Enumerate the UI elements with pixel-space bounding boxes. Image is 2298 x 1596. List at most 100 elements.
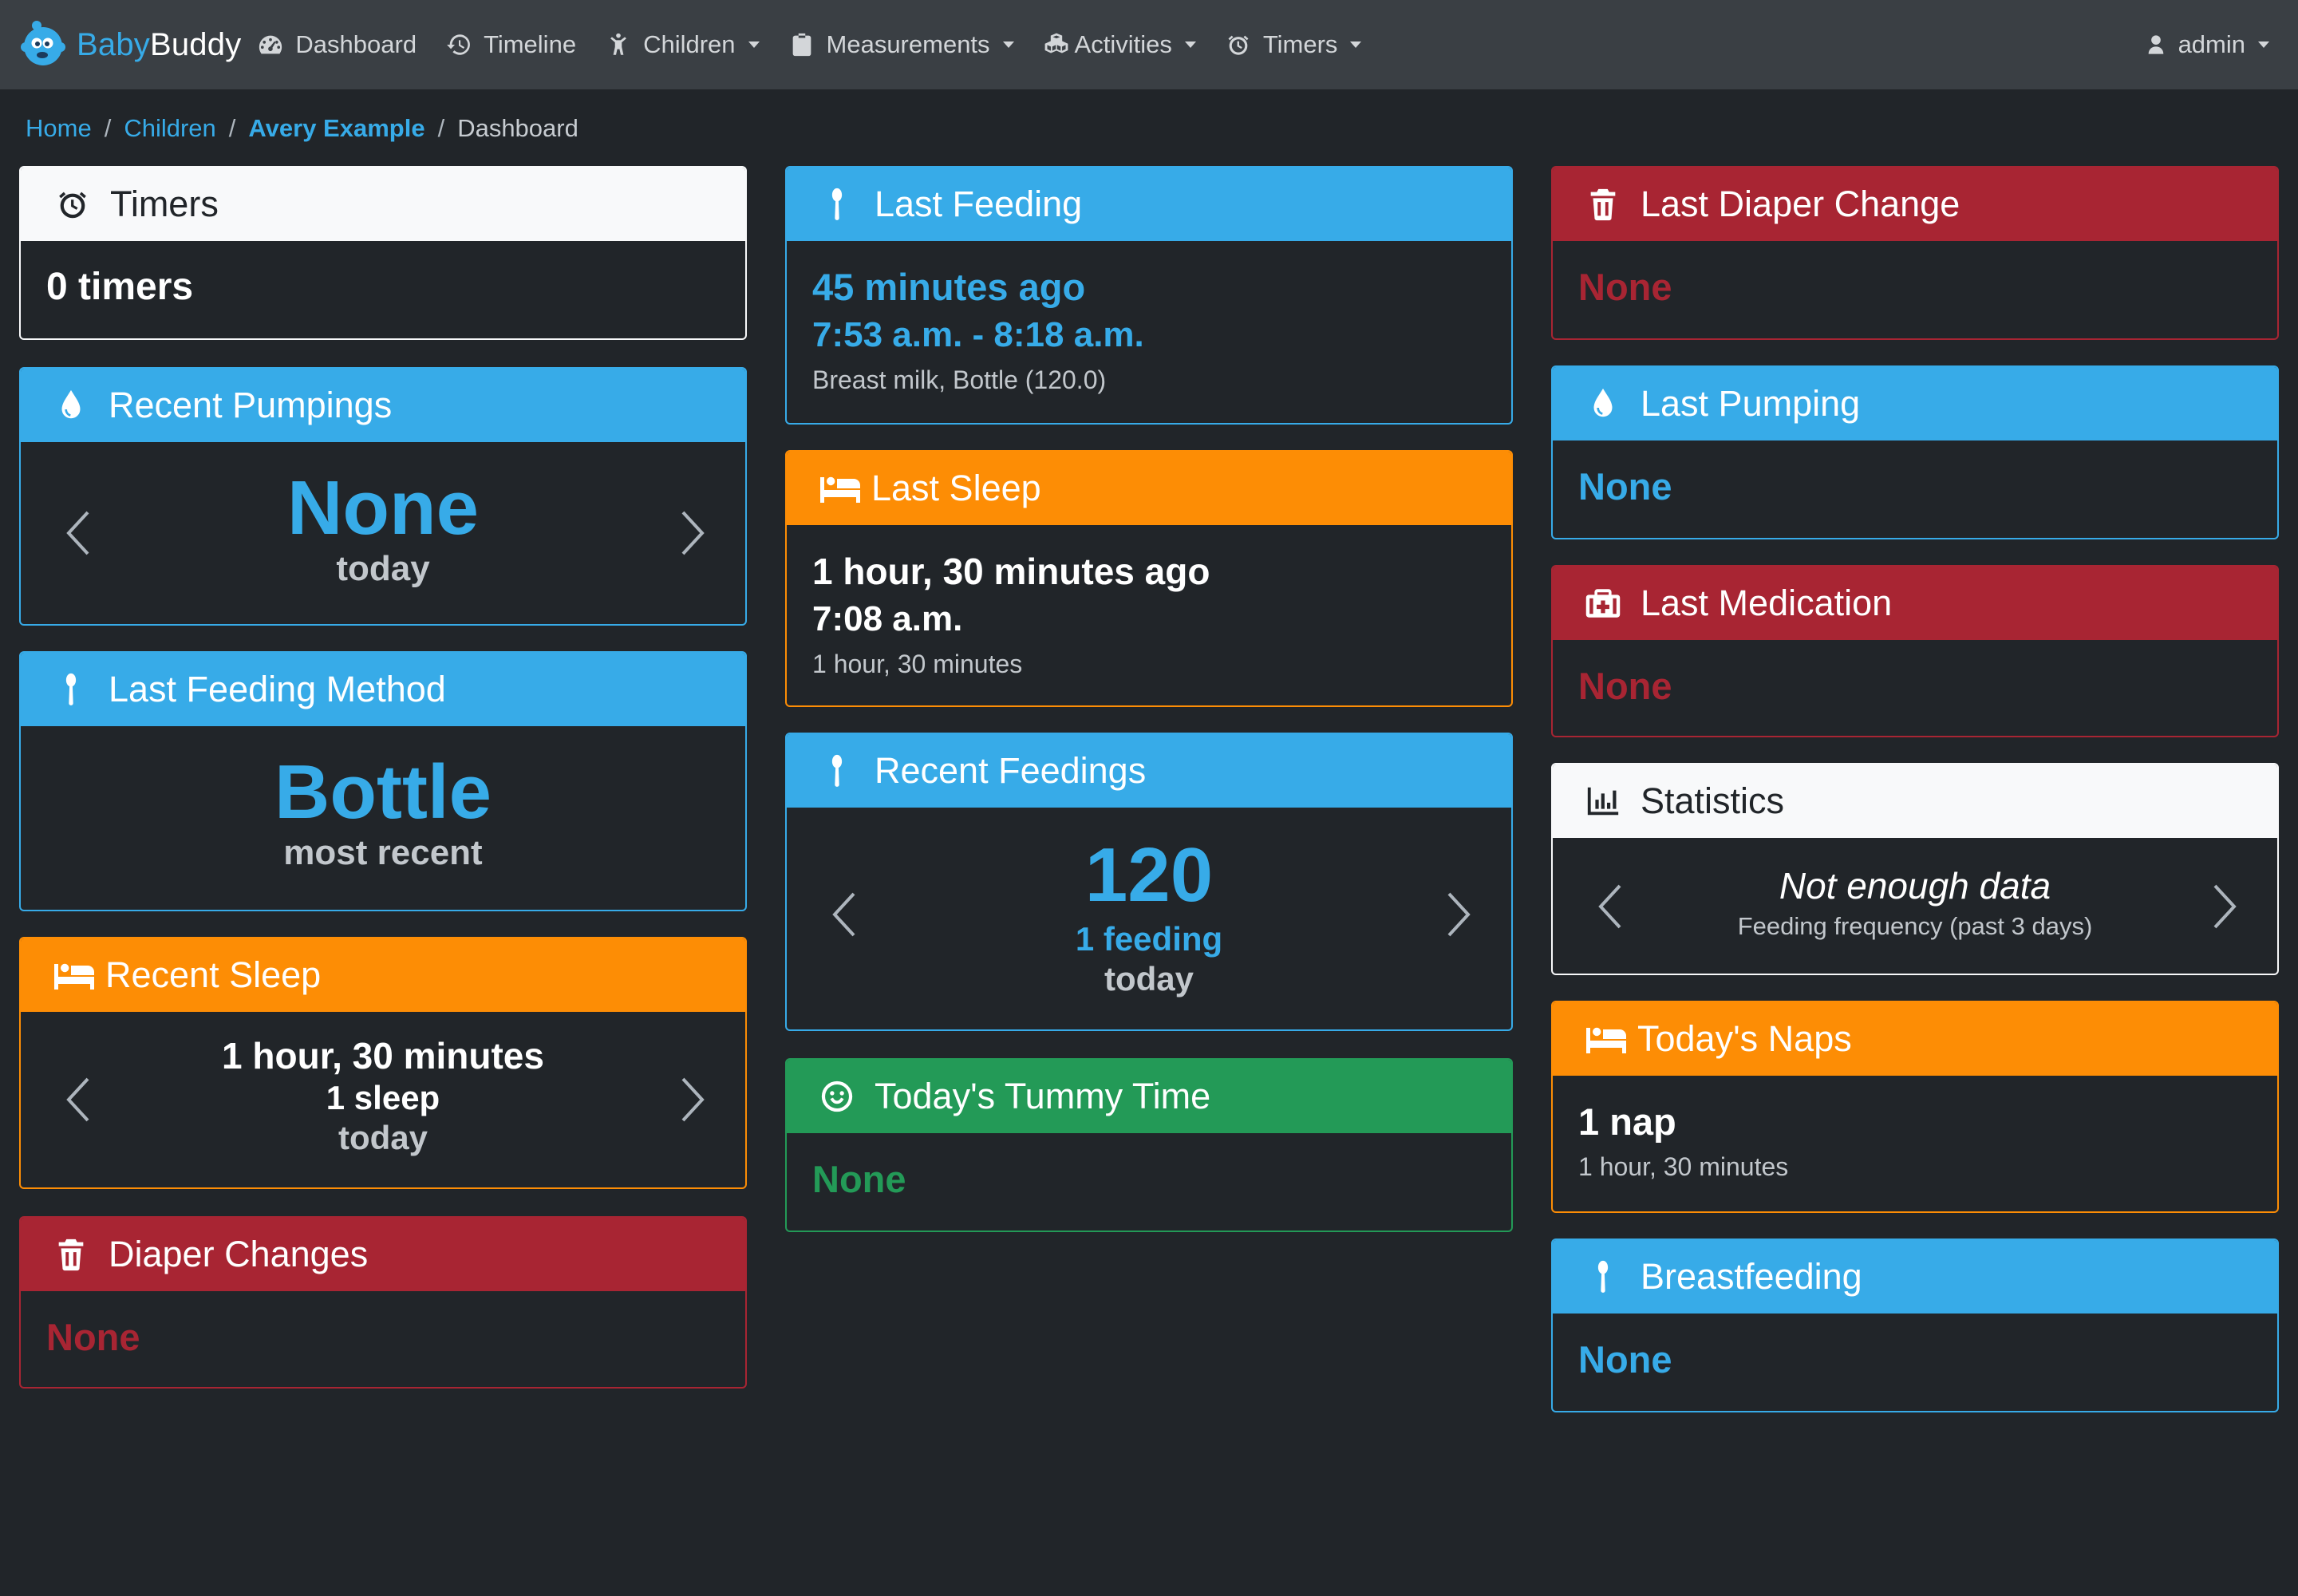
- recent-feedings-value: 120: [1084, 832, 1214, 918]
- bed-icon: [819, 470, 863, 507]
- chevron-right-icon: [681, 1077, 705, 1122]
- card-tummy-time: Today's Tummy Time None: [785, 1058, 1513, 1232]
- recent-sleep-period: today: [338, 1119, 428, 1156]
- card-last-diaper-change-header[interactable]: Last Diaper Change: [1553, 168, 2277, 241]
- chevron-left-icon: [66, 1077, 89, 1122]
- card-last-feeding-header[interactable]: Last Feeding: [787, 168, 1511, 241]
- nav-dashboard[interactable]: Dashboard: [257, 30, 417, 59]
- nav-children-label: Children: [643, 30, 736, 58]
- baby-buddy-logo-icon: [21, 21, 65, 65]
- recent-pumpings-value: None: [287, 465, 479, 551]
- card-tummy-time-header[interactable]: Today's Tummy Time: [787, 1060, 1511, 1133]
- card-diaper-changes: Diaper Changes None: [19, 1216, 747, 1389]
- brand-name-part1: Baby: [77, 26, 150, 62]
- last-feeding-method-value: Bottle: [274, 749, 492, 835]
- diaper-changes-value: None: [46, 1316, 140, 1358]
- chevron-down-icon: [1350, 41, 1362, 48]
- timers-count: 0 timers: [46, 266, 194, 308]
- last-sleep-ago: 1 hour, 30 minutes ago: [812, 551, 1210, 592]
- card-breastfeeding-header[interactable]: Breastfeeding: [1553, 1240, 2277, 1314]
- carousel-next-button[interactable]: [677, 1076, 709, 1124]
- nav-timers-dropdown[interactable]: Timers: [1225, 30, 1362, 59]
- recent-feedings-period: today: [1104, 960, 1194, 998]
- nav-timeline[interactable]: Timeline: [445, 30, 576, 59]
- nav-dashboard-label: Dashboard: [295, 30, 417, 58]
- last-feeding-method-content: Bottle most recent: [21, 749, 745, 873]
- card-diaper-changes-title: Diaper Changes: [109, 1234, 369, 1274]
- breadcrumb-children[interactable]: Children: [124, 114, 216, 142]
- breadcrumb-separator: /: [437, 114, 445, 142]
- carousel-next-button[interactable]: [677, 509, 709, 557]
- carousel-next-button[interactable]: [1443, 891, 1475, 938]
- card-last-medication-title: Last Medication: [1641, 583, 1893, 623]
- card-timers-header[interactable]: Timers: [21, 168, 745, 241]
- card-last-pumping-header[interactable]: Last Pumping: [1553, 367, 2277, 440]
- card-recent-sleep-header[interactable]: Recent Sleep: [21, 938, 745, 1012]
- card-recent-feedings-title: Recent Feedings: [875, 750, 1147, 791]
- last-pumping-value: None: [1578, 465, 1672, 508]
- statistics-subtitle[interactable]: Feeding frequency (past 3 days): [1737, 912, 2093, 940]
- last-diaper-change-value: None: [1578, 266, 1672, 308]
- cubes-icon: [1043, 31, 1070, 58]
- card-recent-pumpings: Recent Pumpings None today: [19, 367, 747, 626]
- recent-sleep-content: 1 hour, 30 minutes 1 sleep today: [21, 1034, 745, 1157]
- chevron-left-icon: [66, 511, 89, 555]
- card-tummy-time-body: None: [787, 1133, 1511, 1219]
- droplet-icon: [1585, 385, 1621, 422]
- bed-icon: [53, 957, 97, 994]
- card-last-sleep-header[interactable]: Last Sleep: [787, 452, 1511, 525]
- breadcrumb-home[interactable]: Home: [26, 114, 92, 142]
- card-last-feeding-body: 45 minutes ago 7:53 a.m. - 8:18 a.m. Bre…: [787, 241, 1511, 417]
- clipboard-icon: [788, 31, 815, 58]
- card-last-diaper-change: Last Diaper Change None: [1551, 166, 2279, 340]
- tummy-time-value: None: [812, 1158, 906, 1200]
- nav-user-dropdown[interactable]: admin: [2145, 0, 2269, 89]
- carousel-next-button[interactable]: [2209, 883, 2241, 930]
- chevron-down-icon: [2258, 41, 2269, 48]
- nav-measurements-label: Measurements: [826, 30, 990, 58]
- card-breastfeeding: Breastfeeding None: [1551, 1238, 2279, 1412]
- carousel-prev-button[interactable]: [62, 1076, 94, 1124]
- nav-children-dropdown[interactable]: Children: [605, 30, 760, 59]
- card-recent-feedings-header[interactable]: Recent Feedings: [787, 734, 1511, 808]
- spoon-icon: [819, 753, 855, 789]
- spoon-icon: [819, 186, 855, 223]
- last-feeding-ago: 45 minutes ago: [812, 266, 1086, 308]
- card-statistics-header[interactable]: Statistics: [1553, 764, 2277, 838]
- last-sleep-duration: 1 hour, 30 minutes: [812, 650, 1023, 678]
- last-feeding-method-note: most recent: [283, 833, 483, 872]
- card-last-sleep-body: 1 hour, 30 minutes ago 7:08 a.m. 1 hour,…: [787, 525, 1511, 701]
- card-recent-pumpings-header[interactable]: Recent Pumpings: [21, 369, 745, 442]
- carousel-prev-button[interactable]: [828, 891, 860, 938]
- brand-link[interactable]: BabyBuddy: [19, 21, 241, 69]
- card-todays-naps-title: Today's Naps: [1637, 1018, 1852, 1059]
- breadcrumb-child[interactable]: Avery Example: [248, 114, 425, 142]
- nav-activities-dropdown[interactable]: Activities: [1043, 30, 1196, 59]
- trash-icon: [53, 1236, 89, 1273]
- bed-icon: [1585, 1021, 1629, 1057]
- statistics-content: Not enough data Feeding frequency (past …: [1553, 862, 2277, 943]
- droplet-icon: [53, 387, 89, 424]
- card-statistics: Statistics Not enough data Feeding frequ…: [1551, 763, 2279, 975]
- last-medication-value: None: [1578, 665, 1672, 707]
- statistics-message: Not enough data: [1779, 865, 2051, 907]
- card-last-medication-header[interactable]: Last Medication: [1553, 567, 2277, 640]
- card-todays-naps: Today's Naps 1 nap 1 hour, 30 minutes: [1551, 1001, 2279, 1213]
- chevron-right-icon: [2213, 884, 2237, 929]
- breadcrumb: Home / Children / Avery Example / Dashbo…: [26, 112, 578, 145]
- card-diaper-changes-body: None: [21, 1291, 745, 1377]
- carousel-prev-button[interactable]: [62, 509, 94, 557]
- recent-feedings-count: 1 feeding: [1075, 920, 1223, 958]
- carousel-prev-button[interactable]: [1594, 883, 1626, 930]
- spoon-icon: [1585, 1258, 1621, 1295]
- card-todays-naps-header[interactable]: Today's Naps: [1553, 1002, 2277, 1076]
- card-last-pumping-title: Last Pumping: [1641, 383, 1861, 424]
- card-recent-sleep-title: Recent Sleep: [105, 954, 322, 995]
- nav-measurements-dropdown[interactable]: Measurements: [788, 30, 1014, 59]
- recent-pumpings-period: today: [336, 549, 430, 588]
- smile-icon: [819, 1078, 855, 1115]
- card-diaper-changes-header[interactable]: Diaper Changes: [21, 1218, 745, 1291]
- card-last-feeding: Last Feeding 45 minutes ago 7:53 a.m. - …: [785, 166, 1513, 425]
- card-last-feeding-method-header[interactable]: Last Feeding Method: [21, 653, 745, 726]
- chevron-down-icon: [1184, 41, 1196, 48]
